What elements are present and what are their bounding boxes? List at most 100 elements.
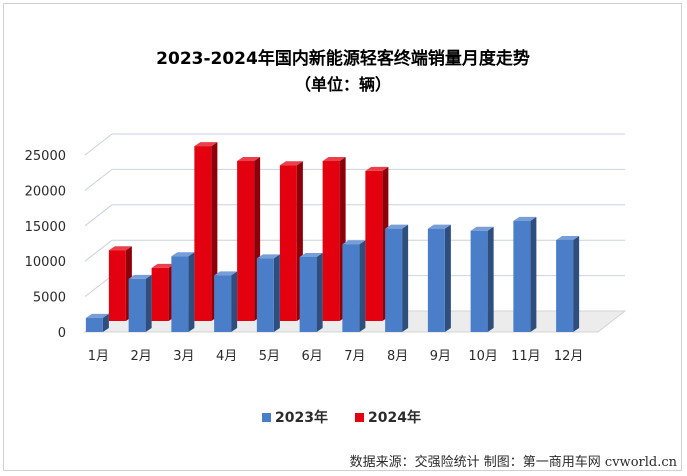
x-tick-label: 12月: [554, 349, 584, 364]
bar-2023-top: [85, 313, 109, 318]
legend-swatch: [262, 413, 271, 422]
bar-2023-side: [188, 252, 195, 332]
bar-2023-side: [231, 271, 238, 332]
bar-2024: [151, 263, 175, 321]
y-tick-label: 0: [58, 326, 66, 341]
bar-2023-front: [342, 244, 360, 332]
bar-2023-side: [487, 226, 494, 332]
bar-2023-front: [171, 256, 189, 332]
x-tick-label: 10月: [468, 349, 498, 364]
bar-2023-top: [171, 252, 195, 257]
x-tick-label: 3月: [173, 349, 194, 364]
chart-subtitle: （单位：辆）: [295, 75, 391, 94]
bar-2024-front: [151, 267, 169, 321]
gridline-side: [84, 239, 113, 262]
bar-2023: [342, 240, 366, 332]
bar-2023-front: [128, 278, 146, 332]
y-tick-label: 15000: [25, 220, 66, 235]
bar-2024-top: [237, 156, 261, 161]
gridline-side: [84, 275, 113, 297]
bar-2023-top: [214, 271, 238, 276]
bar-2024-top: [322, 156, 346, 161]
bar-2024-top: [151, 263, 175, 268]
bar-2024-front: [279, 165, 297, 321]
bar-2023-side: [273, 254, 280, 332]
bar-2024-front: [322, 160, 340, 321]
bar-2024: [108, 246, 132, 321]
bar-2024-front: [194, 146, 212, 321]
y-tick-label: 5000: [33, 291, 66, 306]
bar-2023-top: [128, 274, 152, 279]
legend: 2023年 2024年: [262, 409, 421, 426]
bar-2023-side: [102, 313, 109, 332]
x-tick-label: 7月: [344, 349, 365, 364]
bar-2024-top: [194, 142, 218, 147]
bar-2024-front: [365, 170, 383, 321]
bar-2024-front: [237, 160, 255, 321]
y-tick-label: 25000: [25, 149, 66, 164]
bar-2023-front: [513, 220, 531, 332]
bar-2023-front: [299, 256, 317, 332]
bar-2023-top: [470, 226, 494, 231]
x-tick-label: 5月: [259, 349, 280, 364]
x-tick-label: 8月: [387, 349, 408, 364]
bar-2023-side: [316, 252, 323, 332]
bar-2023-front: [556, 239, 574, 332]
bar-2024-top: [108, 246, 132, 251]
bar-2024: [194, 142, 218, 321]
bar-2023: [385, 224, 409, 332]
x-tick-label: 11月: [511, 349, 541, 364]
bar-2023-top: [427, 224, 451, 229]
legend-swatch: [355, 413, 364, 422]
bar-2023-front: [385, 228, 403, 332]
bar-2023-side: [444, 224, 451, 332]
legend-label: 2024年: [368, 409, 421, 426]
chart-frame: [3, 3, 682, 471]
bar-2023-front: [85, 317, 103, 332]
bar-2024: [365, 166, 389, 321]
bar-2023-top: [385, 224, 409, 229]
bar-2023-top: [342, 240, 366, 245]
bar-2023-top: [299, 252, 323, 257]
bar-2023-top: [256, 254, 280, 259]
bar-2023-top: [556, 235, 580, 240]
bar-2023-side: [530, 216, 537, 332]
bar-2023: [171, 252, 195, 332]
x-tick-label: 1月: [88, 349, 109, 364]
bar-2024: [279, 161, 303, 321]
y-tick-label: 10000: [25, 255, 66, 270]
bar-2023: [85, 313, 109, 332]
bar-2023-front: [214, 275, 232, 332]
source-note: 数据来源：交强险统计 制图：第一商用车网 cvworld.cn: [350, 454, 678, 470]
x-tick-label: 4月: [216, 349, 237, 364]
plot-area: 0 5000 10000 15000 20000 25000 1月 2月 3月 4月 5月 6月 7月 8…: [25, 133, 627, 364]
bar-2024-top: [365, 166, 389, 171]
bar-2024: [322, 156, 346, 321]
bar-2023-front: [470, 230, 488, 332]
gridline-side: [84, 133, 113, 156]
bar-2023-top: [513, 216, 537, 221]
bar-2023-side: [402, 224, 409, 332]
bar-2023-front: [427, 228, 445, 332]
bar-2023-front: [256, 258, 274, 332]
y-tick-label: 20000: [25, 184, 66, 199]
bar-2023: [128, 274, 152, 332]
bar-2023-side: [359, 240, 366, 332]
bar-2023-side: [145, 274, 152, 332]
bar-2024-front: [108, 250, 126, 321]
bar-2023-side: [573, 235, 580, 332]
x-tick-label: 9月: [430, 349, 451, 364]
bar-2023: [470, 226, 494, 332]
x-tick-label: 6月: [301, 349, 322, 364]
chart-title: 2023-2024年国内新能源轻客终端销量月度走势: [156, 48, 530, 69]
bar-2023: [256, 254, 280, 332]
bar-2023: [513, 216, 537, 332]
bar-2023: [214, 271, 238, 332]
x-tick-label: 2月: [130, 349, 151, 364]
bar-2024-top: [279, 161, 303, 166]
legend-label: 2023年: [275, 409, 328, 426]
bar-2023: [427, 224, 451, 332]
bar-2023: [299, 252, 323, 332]
gridline-side: [84, 169, 113, 191]
